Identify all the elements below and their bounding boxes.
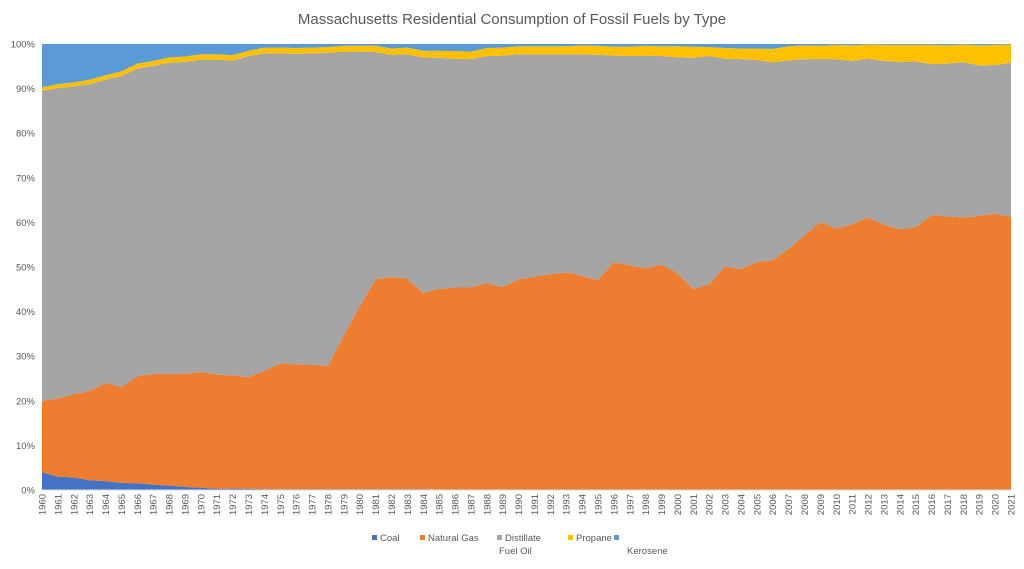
x-tick-label: 1990 bbox=[514, 494, 525, 515]
x-tick-label: 1974 bbox=[260, 494, 271, 515]
y-tick-label: 90% bbox=[16, 84, 36, 95]
legend-swatch-coal bbox=[372, 535, 377, 540]
x-tick-label: 1987 bbox=[466, 494, 477, 515]
y-tick-label: 100% bbox=[11, 40, 36, 51]
x-tick-label: 2009 bbox=[816, 494, 827, 515]
legend-swatch-propane bbox=[568, 535, 573, 540]
legend: Coal Natural Gas Distillate Fuel Oil Propane… bbox=[372, 533, 668, 557]
x-tick-label: 1992 bbox=[546, 494, 557, 515]
x-tick-label: 1985 bbox=[435, 494, 446, 515]
y-tick-label: 0% bbox=[21, 486, 35, 497]
legend-label-natural-gas: Natural Gas bbox=[428, 533, 479, 544]
x-tick-label: 2019 bbox=[975, 494, 986, 515]
x-tick-label: 2008 bbox=[800, 494, 811, 515]
area-distillate-fuel-oil bbox=[42, 51, 1011, 401]
y-axis: 0% 10% 20% 30% 40% 50% 60% 70% 80% 90% 100% bbox=[11, 40, 36, 497]
area-coal bbox=[42, 472, 1011, 490]
y-tick-label: 50% bbox=[16, 263, 36, 274]
x-tick-label: 1996 bbox=[609, 494, 620, 515]
x-tick-label: 2014 bbox=[895, 494, 906, 515]
x-tick-label: 2020 bbox=[991, 494, 1002, 515]
x-tick-label: 2021 bbox=[1007, 494, 1018, 515]
x-tick-label: 1961 bbox=[53, 494, 64, 515]
x-tick-label: 1976 bbox=[292, 494, 303, 515]
x-tick-label: 2003 bbox=[721, 494, 732, 515]
x-tick-label: 2000 bbox=[673, 494, 684, 515]
legend-label-distillate-fuel-oil: Distillate Fuel Oil bbox=[499, 533, 541, 557]
x-tick-label: 1995 bbox=[593, 494, 604, 515]
x-tick-label: 1970 bbox=[196, 494, 207, 515]
x-tick-label: 1960 bbox=[38, 494, 49, 515]
legend-swatch-distillate-fuel-oil bbox=[497, 535, 502, 540]
x-tick-label: 2001 bbox=[689, 494, 700, 515]
y-tick-label: 60% bbox=[16, 218, 36, 229]
x-tick-label: 2005 bbox=[752, 494, 763, 515]
x-tick-label: 1983 bbox=[403, 494, 414, 515]
x-tick-label: 1967 bbox=[149, 494, 160, 515]
chart-title: Massachusetts Residential Consumption of… bbox=[298, 11, 726, 28]
x-tick-label: 1986 bbox=[451, 494, 462, 515]
x-tick-label: 1979 bbox=[339, 494, 350, 515]
x-tick-label: 1973 bbox=[244, 494, 255, 515]
x-tick-label: 2002 bbox=[705, 494, 716, 515]
y-tick-label: 10% bbox=[16, 441, 36, 452]
y-tick-label: 80% bbox=[16, 129, 36, 140]
x-tick-label: 1993 bbox=[562, 494, 573, 515]
y-tick-label: 30% bbox=[16, 352, 36, 363]
x-tick-label: 1984 bbox=[419, 494, 430, 515]
x-tick-label: 2004 bbox=[736, 494, 747, 515]
area-kerosene bbox=[42, 44, 1011, 88]
area-propane bbox=[42, 44, 1011, 91]
x-tick-label: 2017 bbox=[943, 494, 954, 515]
x-tick-label: 1972 bbox=[228, 494, 239, 515]
x-tick-label: 1966 bbox=[133, 494, 144, 515]
legend-label-propane: Propane bbox=[576, 533, 612, 544]
y-tick-label: 20% bbox=[16, 396, 36, 407]
x-tick-label: 1963 bbox=[85, 494, 96, 515]
x-tick-label: 1997 bbox=[625, 494, 636, 515]
x-tick-label: 1998 bbox=[641, 494, 652, 515]
x-tick-label: 2016 bbox=[927, 494, 938, 515]
x-tick-label: 2018 bbox=[959, 494, 970, 515]
x-tick-label: 1978 bbox=[323, 494, 334, 515]
x-tick-label: 1989 bbox=[498, 494, 509, 515]
x-tick-label: 2012 bbox=[864, 494, 875, 515]
legend-swatch-kerosene bbox=[614, 535, 619, 540]
x-tick-label: 1962 bbox=[69, 494, 80, 515]
x-tick-label: 2007 bbox=[784, 494, 795, 515]
x-tick-label: 2006 bbox=[768, 494, 779, 515]
y-tick-label: 40% bbox=[16, 307, 36, 318]
x-tick-label: 1980 bbox=[355, 494, 366, 515]
plot-areas bbox=[42, 44, 1011, 490]
x-tick-label: 1981 bbox=[371, 494, 382, 515]
x-tick-label: 2013 bbox=[879, 494, 890, 515]
x-tick-label: 1968 bbox=[165, 494, 176, 515]
y-tick-label: 70% bbox=[16, 173, 36, 184]
x-tick-label: 1969 bbox=[180, 494, 191, 515]
x-tick-label: 1982 bbox=[387, 494, 398, 515]
x-tick-label: 1971 bbox=[212, 494, 223, 515]
x-tick-label: 1999 bbox=[657, 494, 668, 515]
x-tick-label: 1965 bbox=[117, 494, 128, 515]
x-tick-label: 1994 bbox=[578, 494, 589, 515]
area-natural-gas bbox=[42, 213, 1011, 490]
legend-swatch-natural-gas bbox=[420, 535, 425, 540]
x-tick-label: 1964 bbox=[101, 494, 112, 515]
x-tick-label: 1991 bbox=[530, 494, 541, 515]
x-tick-label: 1988 bbox=[482, 494, 493, 515]
x-tick-label: 1977 bbox=[308, 494, 319, 515]
x-tick-label: 2015 bbox=[911, 494, 922, 515]
legend-label-coal: Coal bbox=[380, 533, 400, 544]
legend-label-kerosene: Kerosene bbox=[627, 546, 668, 557]
x-tick-label: 1975 bbox=[276, 494, 287, 515]
x-axis: 1960 1961 1962 1963 1964 1965 1966 1967 1968 1969… bbox=[38, 489, 1018, 515]
x-tick-label: 2011 bbox=[848, 494, 859, 514]
x-tick-label: 2010 bbox=[832, 494, 843, 515]
